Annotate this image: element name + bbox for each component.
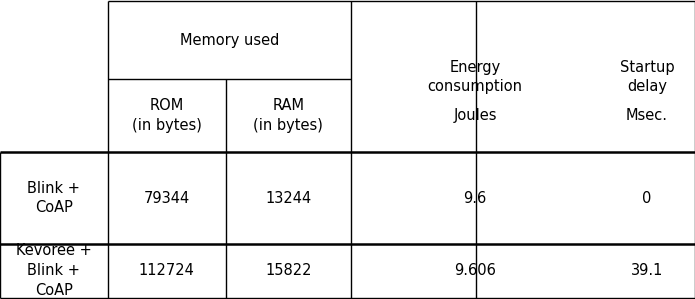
Text: 0: 0	[642, 190, 652, 206]
Text: 15822: 15822	[265, 263, 311, 278]
Text: 79344: 79344	[144, 190, 190, 206]
Text: 9.6: 9.6	[464, 190, 486, 206]
Text: Startup
delay: Startup delay	[620, 60, 674, 94]
Text: Msec.: Msec.	[626, 108, 668, 123]
Text: 13244: 13244	[265, 190, 311, 206]
Text: Blink +
CoAP: Blink + CoAP	[27, 181, 81, 216]
Text: 9.606: 9.606	[454, 263, 496, 278]
Text: Kevoree +
Blink +
CoAP: Kevoree + Blink + CoAP	[16, 243, 92, 298]
Text: Memory used: Memory used	[180, 33, 279, 48]
Text: 39.1: 39.1	[631, 263, 663, 278]
Text: ROM
(in bytes): ROM (in bytes)	[132, 98, 202, 133]
Text: RAM
(in bytes): RAM (in bytes)	[254, 98, 323, 133]
Text: 112724: 112724	[139, 263, 195, 278]
Text: Energy
consumption: Energy consumption	[427, 60, 523, 94]
Text: Joules: Joules	[453, 108, 497, 123]
